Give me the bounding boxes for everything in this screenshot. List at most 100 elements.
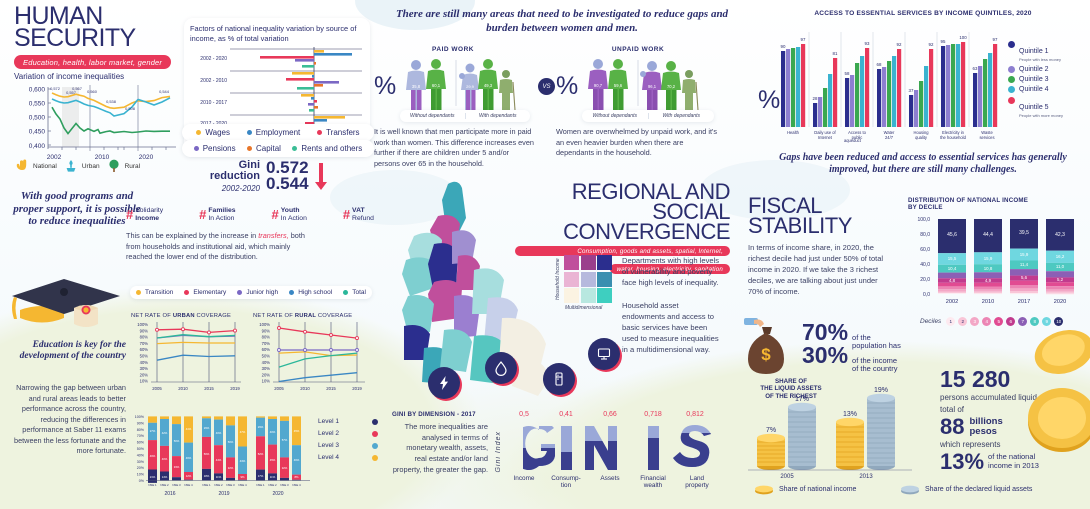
inequality-factors-svg: 2002 - 2020 2002 - 2010 2010 - 2017 2017… [200, 47, 367, 142]
decile-chip-4: 4 [982, 317, 992, 326]
svg-text:50%: 50% [174, 439, 180, 443]
stat-70-row: 70% of the population has [802, 321, 901, 351]
gini-category-label: tion [561, 482, 572, 489]
legend-dot-level-3 [372, 442, 378, 449]
program-label-line2: Income [135, 214, 160, 222]
svg-text:29,9: 29,9 [466, 84, 475, 89]
decile-stack-2017: 39,5 15,9 11,4 5,6 [1010, 219, 1038, 295]
coin-icon [755, 485, 773, 495]
gini-variation-chart: Variation of income inequalities 0,600 0,… [14, 72, 179, 170]
legend-sub-quintile-5: People with more money [1019, 112, 1064, 118]
deciles-label: Deciles [920, 318, 942, 325]
badge-monitor[interactable] [588, 338, 622, 372]
matrix-cell [597, 288, 612, 303]
bar-stack [214, 416, 223, 481]
matrix-cell [597, 271, 612, 287]
legend-dot-junior-high [237, 290, 243, 295]
svg-text:33%: 33% [174, 465, 180, 469]
service-category-label: Health [787, 130, 800, 135]
svg-text:4,9: 4,9 [985, 278, 992, 283]
quintile-legend: Quintile 1 People with less money Quinti… [1008, 40, 1088, 118]
bar-group-electricity: 95 100 [941, 35, 967, 127]
svg-text:7%: 7% [766, 427, 776, 434]
unpaid-work-people-svg: 90,7 59,6 96,1 70,2 [588, 59, 699, 111]
legend-dot-quintile-5 [1008, 96, 1015, 104]
decile-chip-5: 5 [994, 317, 1004, 326]
svg-text:30%: 30% [137, 460, 145, 464]
hash-icon: # [126, 207, 134, 223]
svg-text:40,0: 40,0 [920, 262, 930, 268]
liquid-legend-assets-label: Share of the declared liquid assets [925, 486, 1033, 493]
legend-dot-wages [196, 130, 202, 135]
program-label-line1: VAT [352, 207, 365, 214]
legend-label-quintile-4: Quintile 4 [1019, 85, 1049, 93]
decile-chip-7: 7 [1018, 317, 1028, 326]
graduation-cap-illustration [12, 279, 120, 327]
program-families-in-action[interactable]: # Families In Action [199, 207, 235, 222]
service-category-label: 24/7 [885, 135, 894, 140]
bar-stack [172, 416, 181, 481]
fiscal-billions-number: 88 [940, 414, 965, 440]
program-youth-in-action[interactable]: # Youth In Action [272, 207, 307, 222]
svg-text:97: 97 [993, 37, 998, 42]
svg-text:39,5: 39,5 [1019, 230, 1029, 236]
badge-water[interactable] [485, 352, 519, 386]
svg-text:2005: 2005 [274, 386, 284, 391]
decile-chip-10: 10 [1054, 317, 1064, 326]
human-security-title-line1: HUMAN [14, 2, 103, 30]
svg-text:2019: 2019 [230, 386, 240, 391]
program-label-line2: Refund [352, 214, 374, 222]
svg-text:10%: 10% [262, 379, 271, 384]
legend-label-quintile-1: Quintile 1 [1019, 48, 1049, 55]
legend-label-level-1: Level 1 [318, 418, 339, 425]
decile-stack-2002: 45,6 15,5 10,4 4,8 [938, 219, 966, 294]
svg-text:97: 97 [801, 37, 806, 42]
svg-text:63: 63 [973, 66, 978, 71]
gini-point-label: 0,557 [66, 90, 76, 95]
bar-stack [280, 416, 289, 481]
badge-fridge[interactable] [543, 363, 577, 397]
svg-text:50%: 50% [204, 452, 210, 456]
liquid-legend-income: Share of national income [754, 484, 856, 495]
bar-stack [184, 416, 193, 481]
down-arrow-icon [315, 163, 327, 190]
legend-label-transfers: Transfers [326, 128, 360, 137]
services-footer-quote: Gaps have been reduced and access to ess… [779, 152, 1067, 175]
stat-30-line1: of the income [852, 356, 898, 365]
legend-label-total: Total [352, 289, 366, 296]
saber-levels-legend: Level 1 Level 2 Level 3 Level 4 [318, 418, 378, 461]
svg-text:NSE 1: NSE 1 [148, 483, 157, 487]
program-vat-refund[interactable]: # VAT Refund [343, 207, 374, 222]
gini-point-label: 0,538 [106, 99, 116, 104]
svg-text:10%: 10% [137, 473, 145, 477]
service-category-label: Daily use of [814, 130, 836, 135]
gini-point-label: 0,544 [159, 89, 170, 94]
urban-title-bold: URBAN [172, 313, 195, 319]
svg-text:20%: 20% [262, 372, 271, 377]
fiscal-big-number: 15 280 [940, 366, 1011, 392]
money-bag-illustration: $ [744, 318, 784, 374]
decile-year-label: 2010 [982, 299, 994, 305]
program-solidarity-income[interactable]: # Solidarity Income [126, 207, 163, 222]
service-category-label: services [979, 135, 994, 140]
hash-icon: # [271, 207, 279, 223]
svg-text:40%: 40% [162, 457, 168, 461]
svg-text:40%: 40% [270, 430, 276, 434]
factors-legend-row2: Pensions Capital Rents and others [182, 140, 374, 157]
factors-legend-row1: Wages Employment Transfers [182, 124, 374, 141]
svg-text:2010: 2010 [300, 386, 310, 391]
regional-body1: Departments with high levels of vulnerab… [622, 256, 720, 287]
legend-label-level-2: Level 2 [318, 430, 339, 437]
legend-label-quintile-2: Quintile 2 [1019, 65, 1049, 73]
svg-text:29%: 29% [258, 425, 264, 429]
unpaid-percent-symbol: % [556, 72, 579, 100]
transfers-body: This can be explained by the increase in… [126, 231, 308, 263]
liquid-assets-svg: 7% 17% [748, 387, 912, 480]
gini-value-label: 0,812 [686, 411, 704, 418]
decile-stack-2010: 44,4 15,9 10,8 4,9 [974, 219, 1002, 295]
bar-group-housing: 37 92 [909, 42, 934, 127]
badge-bolt[interactable] [428, 367, 462, 401]
human-security-header: HUMAN SECURITY Education, health, labor … [14, 2, 179, 70]
matrix-cell [564, 288, 579, 303]
legend-dot-pensions [193, 146, 199, 151]
